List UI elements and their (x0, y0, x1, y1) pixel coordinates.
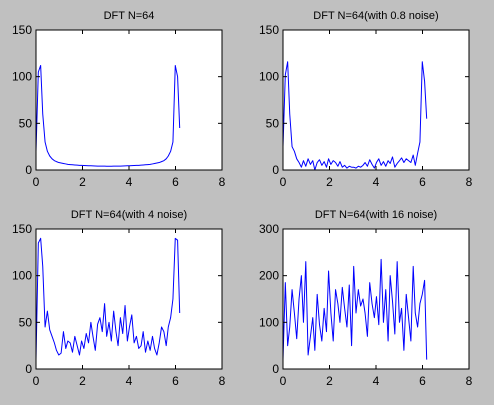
subplot-4-ytick-label: 100 (259, 315, 279, 329)
subplot-2-xtick-label: 0 (280, 175, 287, 189)
subplot-3: DFT N=64(with 4 noise) 0 2 4 6 8 0 50 100 150 (12, 209, 226, 388)
subplot-3-xtick-label: 8 (219, 374, 226, 388)
subplot-4-xtick-label: 0 (280, 374, 287, 388)
subplot-2-ytick-label: 50 (266, 116, 280, 130)
subplot-4-ytick-label: 300 (259, 222, 279, 236)
subplot-4-title: DFT N=64(with 16 noise) (315, 209, 437, 221)
subplot-2-xtick-label: 8 (466, 175, 473, 189)
subplot-1-series-line (35, 64, 181, 167)
subplot-4-ytick-label: 0 (272, 362, 279, 376)
subplot-3-ytick-label: 150 (12, 222, 32, 236)
subplot-2-title: DFT N=64(with 0.8 noise) (313, 10, 438, 22)
subplot-4: DFT N=64(with 16 noise) 0 2 4 6 8 0 100 200 300 (259, 209, 473, 388)
subplot-3-series-line (35, 237, 181, 360)
subplot-2-ytick-label: 100 (259, 70, 279, 84)
subplot-1: DFT N=64 0 2 4 6 8 0 50 100 150 (12, 10, 226, 189)
subplot-1-plot-area (36, 30, 222, 170)
subplot-3-xtick-label: 0 (33, 374, 40, 388)
subplot-1-xtick-label: 4 (126, 175, 133, 189)
subplot-3-xtick-label: 2 (79, 374, 86, 388)
subplot-3-xtick-label: 6 (172, 374, 179, 388)
subplot-4-xtick-label: 4 (373, 374, 380, 388)
subplot-1-ytick-label: 100 (12, 70, 32, 84)
subplot-1-ytick-label: 0 (25, 163, 32, 177)
subplot-3-xtick-label: 4 (126, 374, 133, 388)
subplot-4-xtick-label: 6 (419, 374, 426, 388)
subplot-4-ytick-label: 200 (259, 269, 279, 283)
subplot-2-xtick-label: 4 (373, 175, 380, 189)
subplot-4-xtick-label: 8 (466, 374, 473, 388)
subplot-3-title: DFT N=64(with 4 noise) (71, 209, 187, 221)
subplot-1-xtick-label: 8 (219, 175, 226, 189)
subplot-3-ytick-label: 50 (19, 315, 33, 329)
subplot-3-plot-area (36, 229, 222, 369)
subplot-2-xtick-label: 6 (419, 175, 426, 189)
subplot-2-xtick-label: 2 (326, 175, 333, 189)
subplot-4-xtick-label: 2 (326, 374, 333, 388)
subplot-1-xtick-label: 2 (79, 175, 86, 189)
subplot-2-series-line (282, 61, 428, 171)
subplot-2-ytick-label: 0 (272, 163, 279, 177)
subplot-1-title: DFT N=64 (104, 10, 155, 22)
subplot-3-ytick-label: 100 (12, 269, 32, 283)
subplot-1-ytick-label: 150 (12, 23, 32, 37)
subplot-4-series-line (282, 258, 428, 360)
subplot-1-xtick-label: 6 (172, 175, 179, 189)
subplot-2-ytick-label: 150 (259, 23, 279, 37)
subplot-2-plot-area (283, 30, 469, 170)
subplot-3-ytick-label: 0 (25, 362, 32, 376)
subplot-2: DFT N=64(with 0.8 noise) 0 2 4 6 8 0 50 100 150 (259, 10, 473, 189)
subplot-1-ytick-label: 50 (19, 116, 33, 130)
subplot-1-xtick-label: 0 (33, 175, 40, 189)
